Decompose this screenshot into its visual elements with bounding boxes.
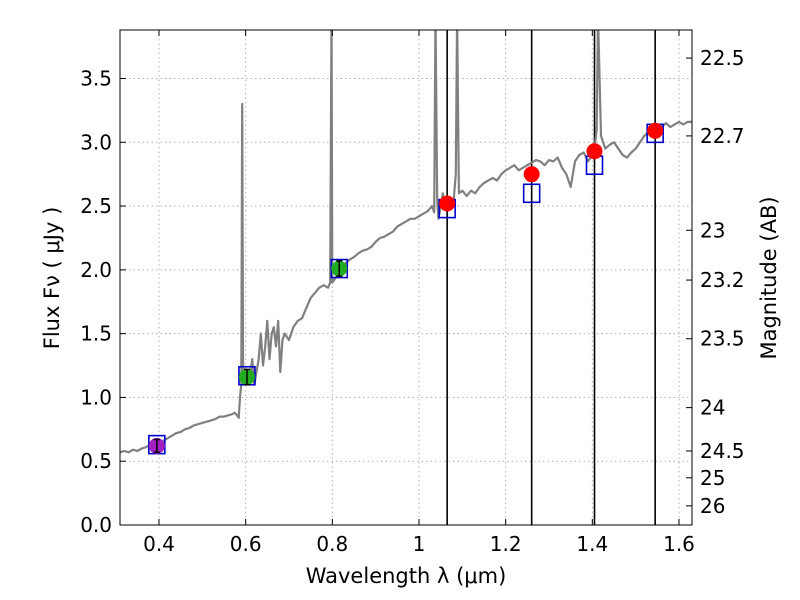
x-tick-label: 1.2 <box>490 532 522 556</box>
y-tick-label: 2.5 <box>80 194 112 218</box>
y-tick-label: 3.0 <box>80 130 112 154</box>
magnitude-tick-label: 26 <box>700 494 725 518</box>
observed-point <box>586 143 603 160</box>
magnitude-tick-label: 24 <box>700 396 725 420</box>
x-tick-label: 1 <box>413 532 426 556</box>
vertical-lines <box>446 30 656 525</box>
observed-point-layer <box>148 122 664 454</box>
y-axis-title-right: Magnitude (AB) <box>757 196 781 359</box>
photometry-box-layer <box>148 123 664 455</box>
y-tick-label: 1.5 <box>80 322 112 346</box>
x-tick-label: 1.4 <box>576 532 608 556</box>
y-tick-label: 0.0 <box>80 513 112 537</box>
magnitude-tick-label: 23.2 <box>700 268 745 292</box>
magnitude-tick-label: 23 <box>700 218 725 242</box>
magnitude-tick-label: 24.5 <box>700 439 745 463</box>
observed-point <box>523 166 540 183</box>
model-flux-box <box>522 183 541 204</box>
magnitude-tick-label: 23.5 <box>700 327 745 351</box>
y-tick-label: 2.0 <box>80 258 112 282</box>
plot-frame <box>119 29 693 526</box>
y-tick-label: 3.5 <box>80 66 112 90</box>
tick-layer: 0.4 0.6 0.8 1 1.2 1.4 1.6 0.0 0.5 1.0 1.5 2.0 2.5 3.0… <box>80 30 745 556</box>
x-axis-title: Wavelength λ (μm) <box>306 564 507 588</box>
x-tick-label: 0.8 <box>316 532 348 556</box>
observed-point <box>439 195 456 212</box>
y-tick-label: 1.0 <box>80 385 112 409</box>
magnitude-tick-label: 25 <box>700 466 725 490</box>
observed-point <box>647 122 664 139</box>
x-tick-label: 1.6 <box>663 532 695 556</box>
grid-layer <box>120 30 692 526</box>
y-tick-label: 0.5 <box>80 449 112 473</box>
x-tick-label: 0.4 <box>143 532 175 556</box>
spectrum-layer <box>120 30 692 454</box>
magnitude-tick-label: 22.7 <box>700 124 745 148</box>
spectrum-line <box>120 30 692 454</box>
x-tick-label: 0.6 <box>230 532 262 556</box>
y-axis-title-left: Flux Fν ( μJy ) <box>40 207 64 350</box>
magnitude-tick-label: 22.5 <box>700 46 745 70</box>
